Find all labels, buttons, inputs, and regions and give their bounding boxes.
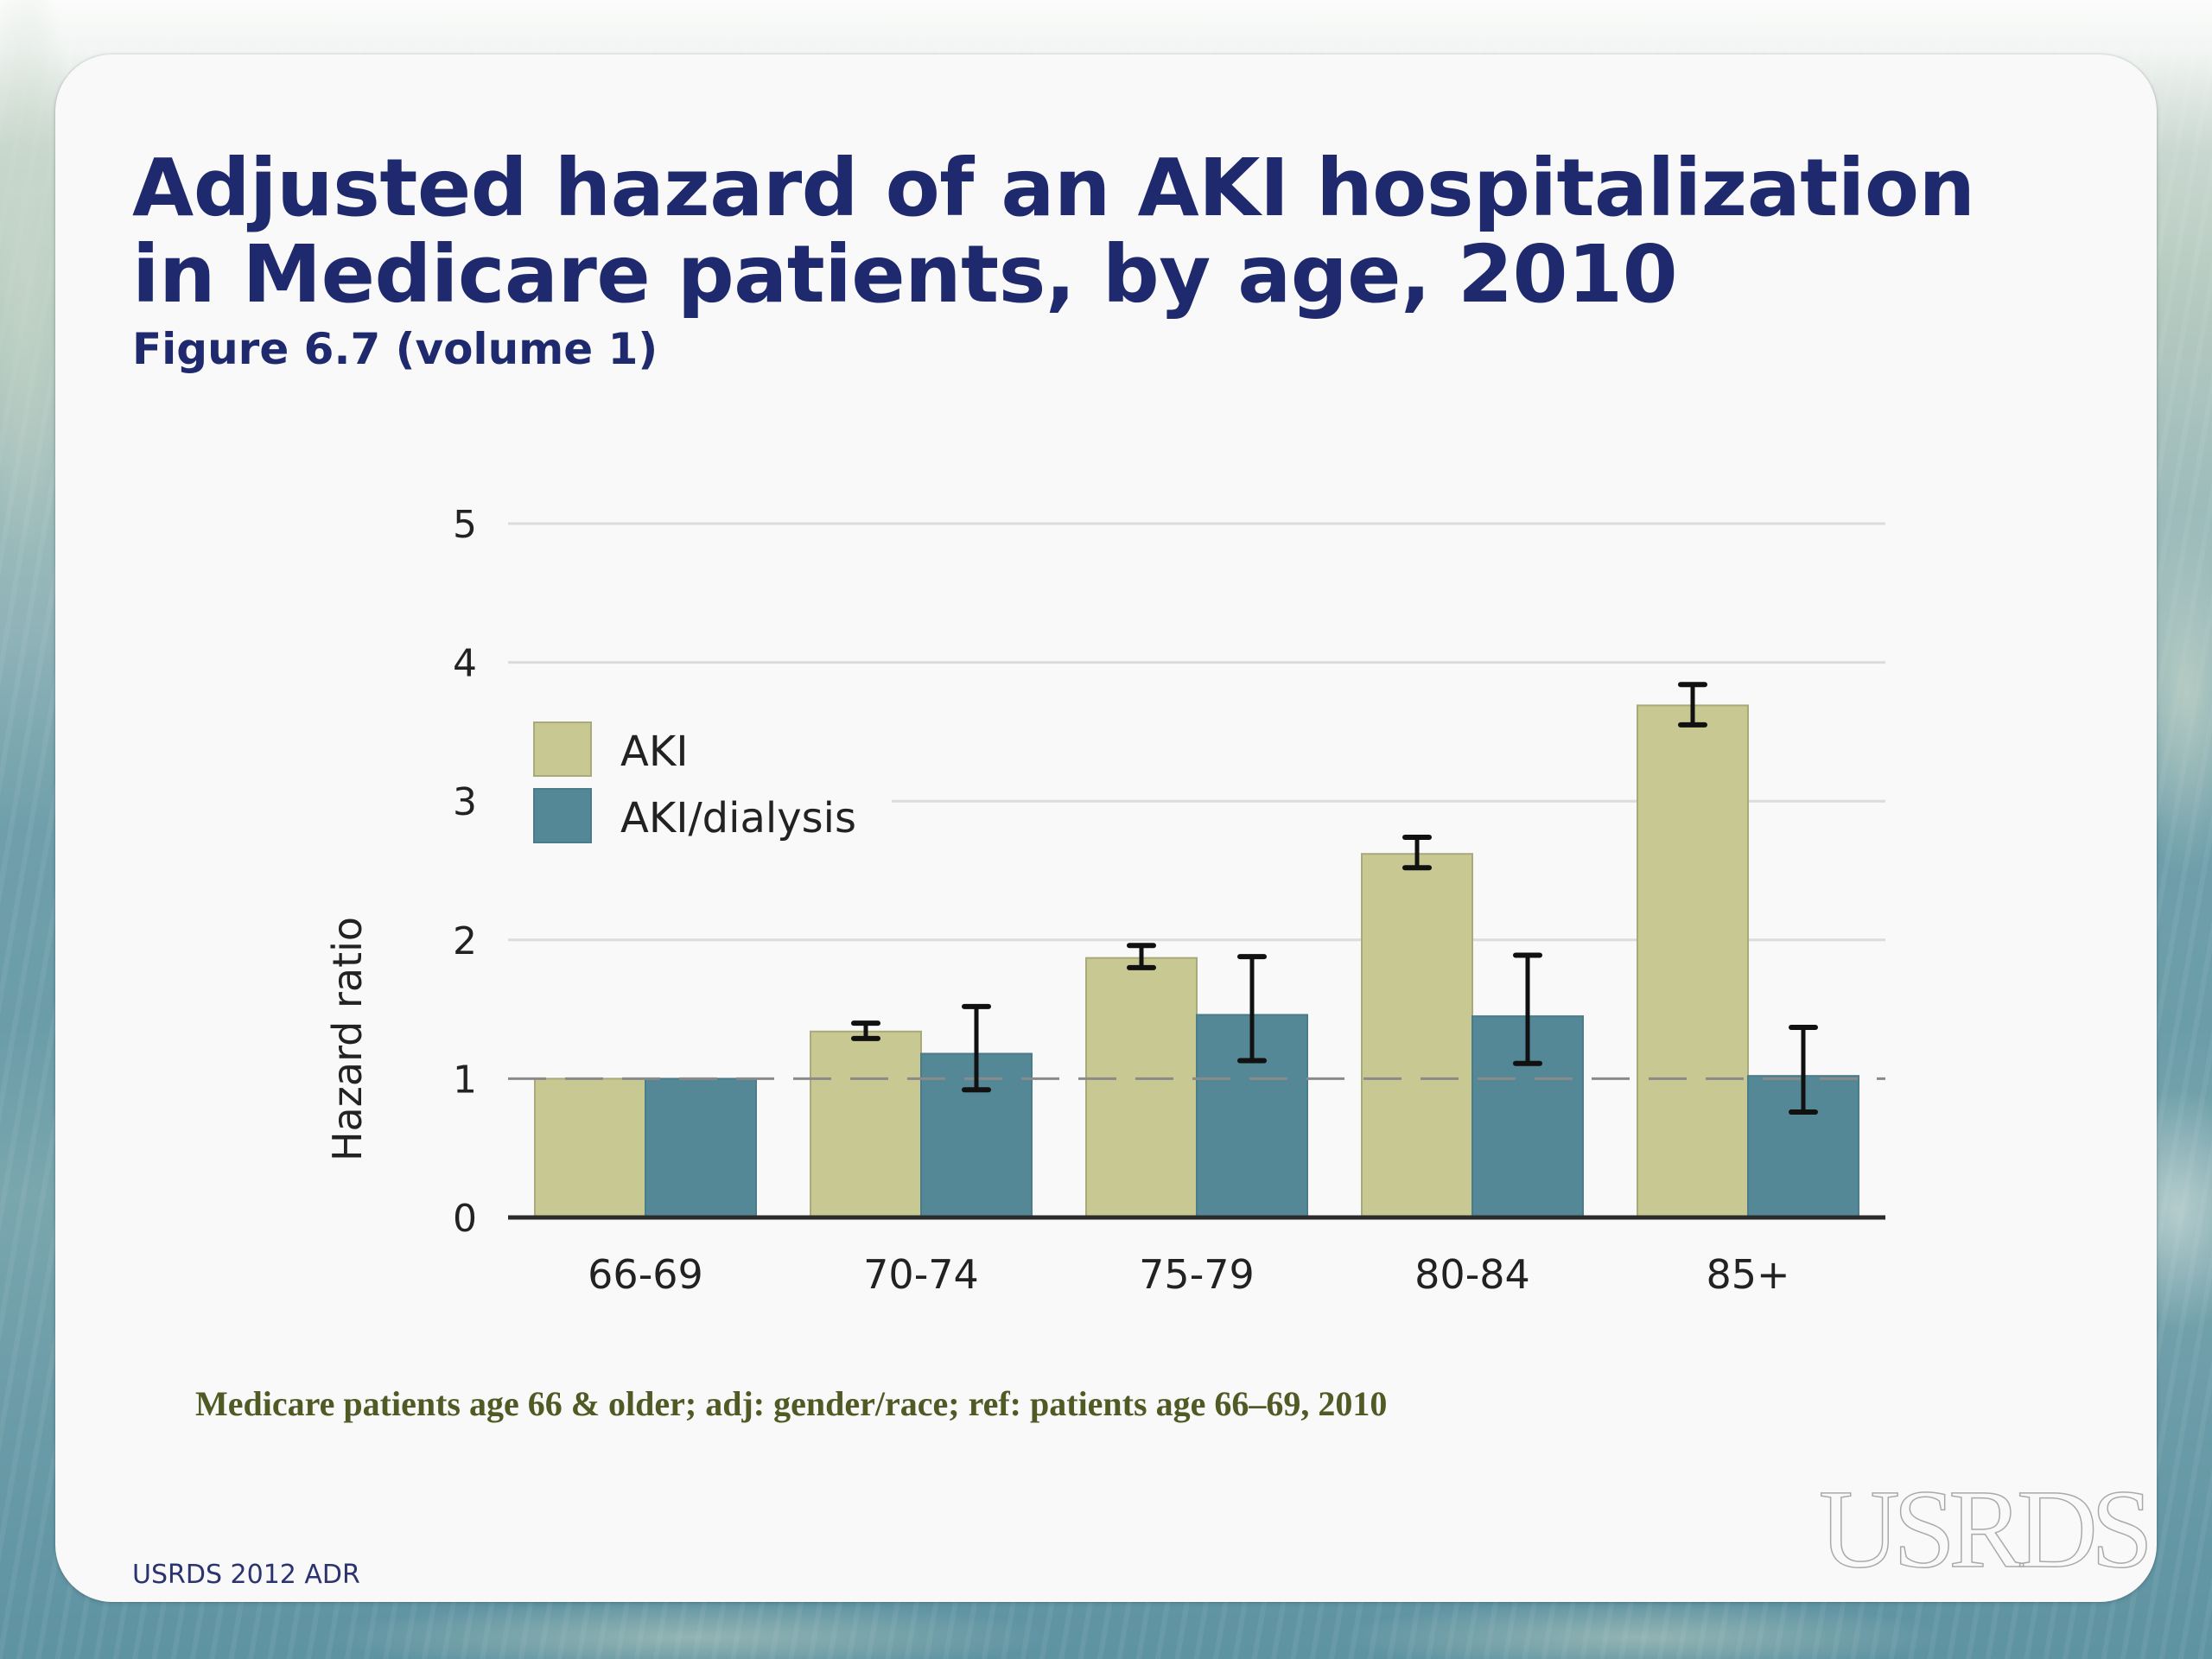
x-category-label: 75-79 [1139,1251,1255,1298]
slide-card [55,54,2157,1602]
source-label: USRDS 2012 ADR [132,1560,360,1590]
legend: AKI AKI/dialysis [533,721,856,843]
y-axis-title: Hazard ratio [324,917,371,1161]
y-tick-label: 0 [453,1197,477,1241]
bar-aki [1637,704,1749,1218]
x-category-label: 70-74 [863,1251,979,1298]
y-tick-label: 5 [453,503,477,547]
y-tick-label: 2 [453,919,477,963]
footnote: Medicare patients age 66 & older; adj: g… [195,1384,1388,1423]
usrds-logo: USRDS [1818,1467,2154,1592]
legend-swatch-aki [533,721,592,777]
x-category-label: 85+ [1706,1251,1789,1298]
error-bars [851,682,1818,1115]
slide-title: Adjusted hazard of an AKI hospitalizatio… [132,145,1975,318]
axes: 0 1 2 3 4 5 Hazard ratio 66-69 70-74 75-79 80-84 85… [324,503,1885,1298]
bar-aki [810,1030,922,1219]
bar-aki [534,1077,646,1219]
y-tick-label: 1 [453,1058,477,1102]
legend-label-aki: AKI [620,728,688,776]
y-tick-label: 3 [453,780,477,824]
x-category-label: 80-84 [1414,1251,1530,1298]
figure-subtitle: Figure 6.7 (volume 1) [132,324,658,374]
y-tick-label: 4 [453,642,477,686]
legend-swatch-aki-dialysis [533,788,592,843]
bar-aki [1361,853,1473,1219]
bar-aki [1085,957,1198,1218]
title-line-1: Adjusted hazard of an AKI hospitalizatio… [132,142,1975,234]
bar-aki-dialysis [645,1077,757,1219]
legend-label-aki-dialysis: AKI/dialysis [620,794,856,842]
x-category-label: 66-69 [588,1251,703,1298]
title-line-2: in Medicare patients, by age, 2010 [132,228,1678,321]
bars [534,704,1859,1219]
